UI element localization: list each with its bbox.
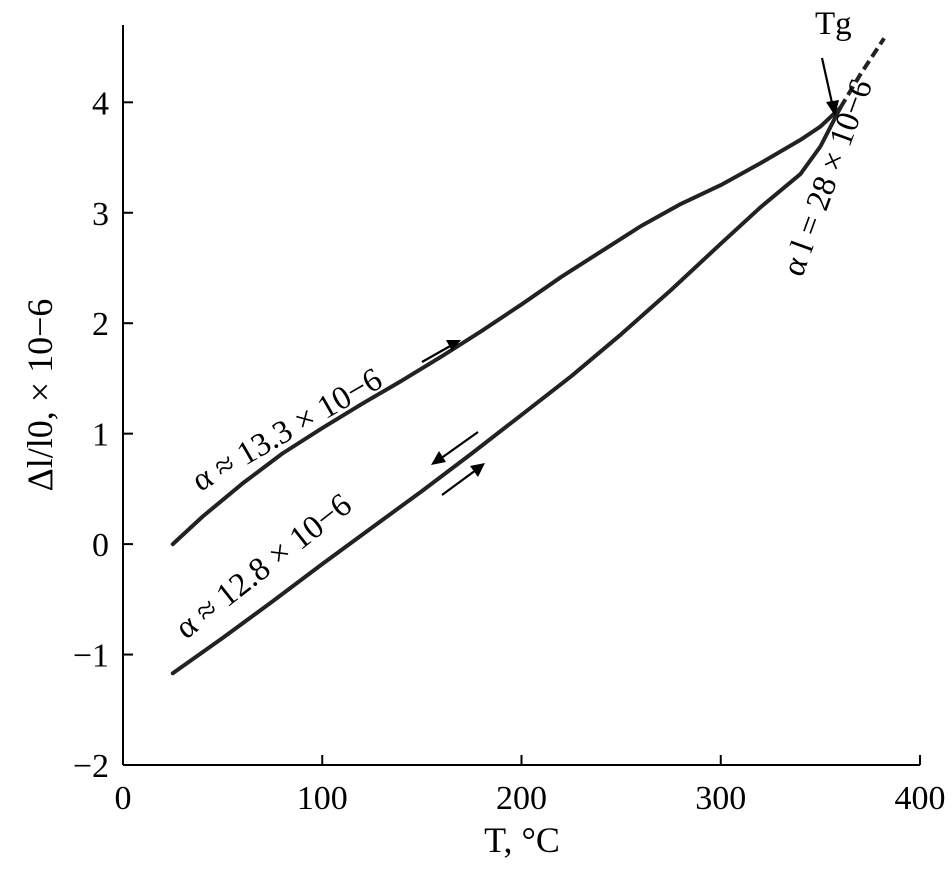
y-tick-label: 4 (92, 85, 109, 122)
y-ticks: −2 −1 0 1 2 3 4 (73, 85, 133, 785)
y-tick-label: 0 (92, 527, 109, 564)
y-tick-label: 2 (92, 306, 109, 343)
axes (122, 25, 920, 766)
x-tick-label: 100 (297, 780, 348, 817)
y-tick-label: 1 (92, 417, 109, 454)
arrow-heating-direction (421, 340, 461, 363)
y-axis-label: Δl/l0, × 10−6 (20, 299, 60, 492)
y-tick-label: −2 (73, 748, 109, 785)
arrow-tg-pointer (820, 57, 839, 116)
annotation-heating-slope: α ≈ 13.3 × 10−6 (186, 361, 388, 499)
x-tick-label: 400 (895, 780, 946, 817)
y-tick-label: 3 (92, 196, 109, 233)
x-tick-label: 0 (115, 780, 132, 817)
heating-curve (170, 105, 843, 547)
cooling-curve (170, 105, 843, 676)
x-tick-label: 200 (496, 780, 547, 817)
arrow-reheating-direction (441, 463, 485, 496)
x-tick-label: 300 (695, 780, 746, 817)
y-tick-label: −1 (73, 638, 109, 675)
liquid-curve-dashed (838, 37, 886, 109)
x-ticks: 0 100 200 300 400 (115, 755, 946, 817)
x-axis-label: T, °C (484, 820, 560, 860)
curves (170, 37, 886, 676)
annotation-liquid-slope: α l = 28 × 10−6 (776, 75, 880, 281)
arrow-cooling-direction (431, 431, 479, 465)
annotation-tg: Tg (815, 6, 852, 42)
annotation-cooling-slope: α ≈ 12.8 × 10−6 (169, 487, 359, 646)
